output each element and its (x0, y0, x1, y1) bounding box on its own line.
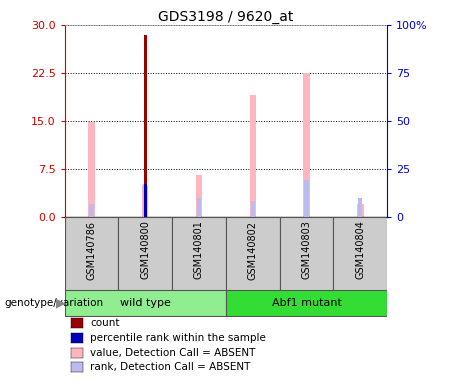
Bar (303, 73, 310, 217)
Bar (88, 122, 95, 217)
Text: GSM140786: GSM140786 (86, 220, 96, 280)
Text: GSM140803: GSM140803 (301, 220, 312, 280)
Text: count: count (90, 318, 119, 328)
Text: GSM140800: GSM140800 (140, 220, 150, 280)
Bar (172, 217, 226, 290)
Bar (197, 198, 201, 217)
Bar (333, 217, 387, 290)
Bar (142, 185, 148, 217)
Bar (358, 198, 362, 217)
Bar (357, 204, 364, 217)
Bar (304, 180, 309, 217)
Text: GSM140801: GSM140801 (194, 220, 204, 280)
Text: rank, Detection Call = ABSENT: rank, Detection Call = ABSENT (90, 362, 250, 372)
Bar (89, 205, 94, 217)
Text: Abf1 mutant: Abf1 mutant (272, 298, 342, 308)
Bar (251, 201, 255, 217)
Title: GDS3198 / 9620_at: GDS3198 / 9620_at (158, 10, 294, 24)
Bar (65, 217, 118, 290)
Text: GSM140804: GSM140804 (355, 220, 366, 280)
Bar (144, 184, 147, 217)
Bar (226, 217, 280, 290)
Text: percentile rank within the sample: percentile rank within the sample (90, 333, 266, 343)
Bar (280, 217, 333, 290)
Bar (118, 217, 172, 290)
Bar (143, 184, 148, 217)
Text: GSM140802: GSM140802 (248, 220, 258, 280)
Bar (144, 35, 147, 217)
Bar (65, 290, 226, 316)
Bar (196, 175, 202, 217)
Bar (226, 290, 387, 316)
Bar (249, 95, 256, 217)
Text: value, Detection Call = ABSENT: value, Detection Call = ABSENT (90, 348, 255, 358)
Text: genotype/variation: genotype/variation (5, 298, 104, 308)
Text: ▶: ▶ (56, 296, 65, 309)
Text: wild type: wild type (120, 298, 171, 308)
